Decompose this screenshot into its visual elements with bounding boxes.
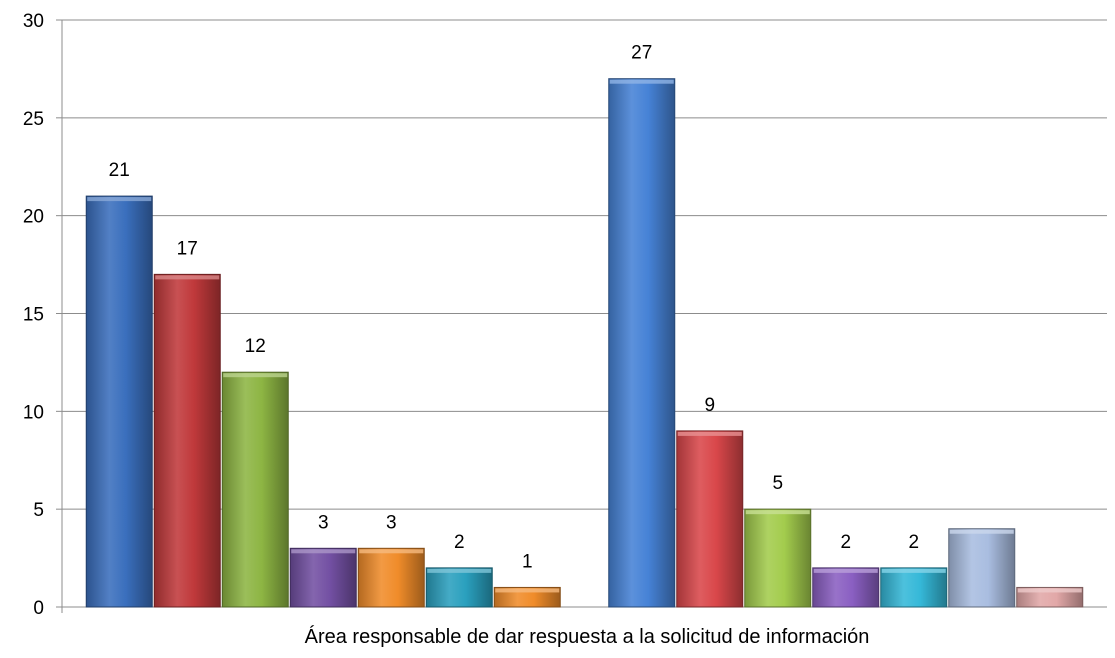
data-label: 17 bbox=[177, 238, 198, 259]
bar-group2-5 bbox=[880, 567, 948, 608]
y-tick-label: 5 bbox=[33, 500, 44, 521]
bar-group1-6 bbox=[425, 567, 493, 608]
y-tick-label: 20 bbox=[23, 207, 44, 228]
data-label: 2 bbox=[908, 532, 919, 553]
bar-top-highlight bbox=[609, 79, 674, 84]
data-label: 3 bbox=[386, 512, 397, 533]
data-label: 27 bbox=[631, 43, 652, 64]
data-label: 1 bbox=[522, 551, 533, 572]
bar-top-highlight bbox=[223, 373, 288, 378]
bar-top-highlight bbox=[677, 431, 742, 436]
bar-top-highlight bbox=[949, 529, 1014, 534]
y-tick-label: 10 bbox=[23, 402, 44, 423]
bar-group2-4 bbox=[812, 567, 880, 608]
data-label: 3 bbox=[318, 512, 329, 533]
bar-top-highlight bbox=[745, 510, 810, 515]
data-label: 9 bbox=[704, 395, 715, 416]
data-label: 2 bbox=[840, 532, 851, 553]
data-label: 2 bbox=[454, 532, 465, 553]
y-axis: 0 5 10 15 20 25 30 bbox=[23, 11, 63, 619]
data-label: 12 bbox=[245, 336, 266, 357]
bars bbox=[85, 78, 1084, 608]
bar-group1-4 bbox=[289, 547, 357, 608]
bar-top-highlight bbox=[359, 549, 424, 554]
bar-group1-1 bbox=[85, 195, 153, 608]
bar-group2-6 bbox=[948, 528, 1016, 608]
bar-top-highlight bbox=[1017, 588, 1082, 593]
data-label: 5 bbox=[772, 473, 783, 494]
bar-top-highlight bbox=[813, 568, 878, 573]
bar-top-highlight bbox=[155, 275, 220, 280]
bar-group1-2 bbox=[153, 273, 221, 608]
bar-group2-1 bbox=[608, 78, 676, 608]
y-tick-label: 0 bbox=[33, 598, 44, 619]
bar-group1-3 bbox=[221, 371, 289, 608]
x-axis-title: Área responsable de dar respuesta a la s… bbox=[305, 625, 870, 648]
bar-group2-2 bbox=[676, 430, 744, 608]
data-label: 21 bbox=[109, 160, 130, 181]
bar-top-highlight bbox=[427, 568, 492, 573]
bar-top-highlight bbox=[291, 549, 356, 554]
y-tick-label: 15 bbox=[23, 305, 44, 326]
y-tick-label: 30 bbox=[23, 11, 44, 32]
bar-top-highlight bbox=[881, 568, 946, 573]
bar-top-highlight bbox=[495, 588, 560, 593]
bar-top-highlight bbox=[87, 197, 152, 202]
bar-group1-5 bbox=[357, 547, 425, 608]
y-tick-label: 25 bbox=[23, 109, 44, 130]
bar-group2-3 bbox=[744, 508, 812, 608]
